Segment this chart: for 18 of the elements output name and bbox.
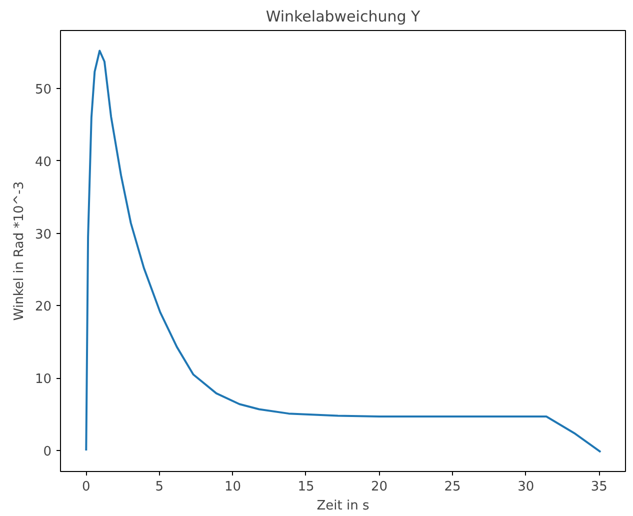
y-tick-label: 30 (34, 227, 52, 242)
x-tick-label: 30 (518, 480, 534, 494)
y-tick-label: 0 (43, 444, 52, 460)
y-tick-label: 10 (34, 372, 52, 388)
y-tick-label: 50 (34, 82, 52, 98)
x-tick-label: 20 (371, 480, 388, 494)
y-tick-label: 20 (34, 300, 52, 315)
line-series (85, 50, 602, 453)
x-tick-label: 0 (82, 480, 90, 494)
y-tick-label: 40 (34, 154, 52, 170)
x-tick-label: 25 (444, 480, 461, 494)
y-axis-title: Winkel in Rad *10^-3 (12, 181, 27, 321)
chart-title: Winkelabweichung Y (266, 8, 421, 26)
x-tick-label: 15 (298, 480, 314, 494)
x-tick-label: 5 (155, 480, 164, 494)
x-axis-title: Zeit in s (316, 498, 370, 514)
x-tick-label: 35 (590, 480, 608, 494)
x-tick-label: 10 (224, 480, 241, 494)
